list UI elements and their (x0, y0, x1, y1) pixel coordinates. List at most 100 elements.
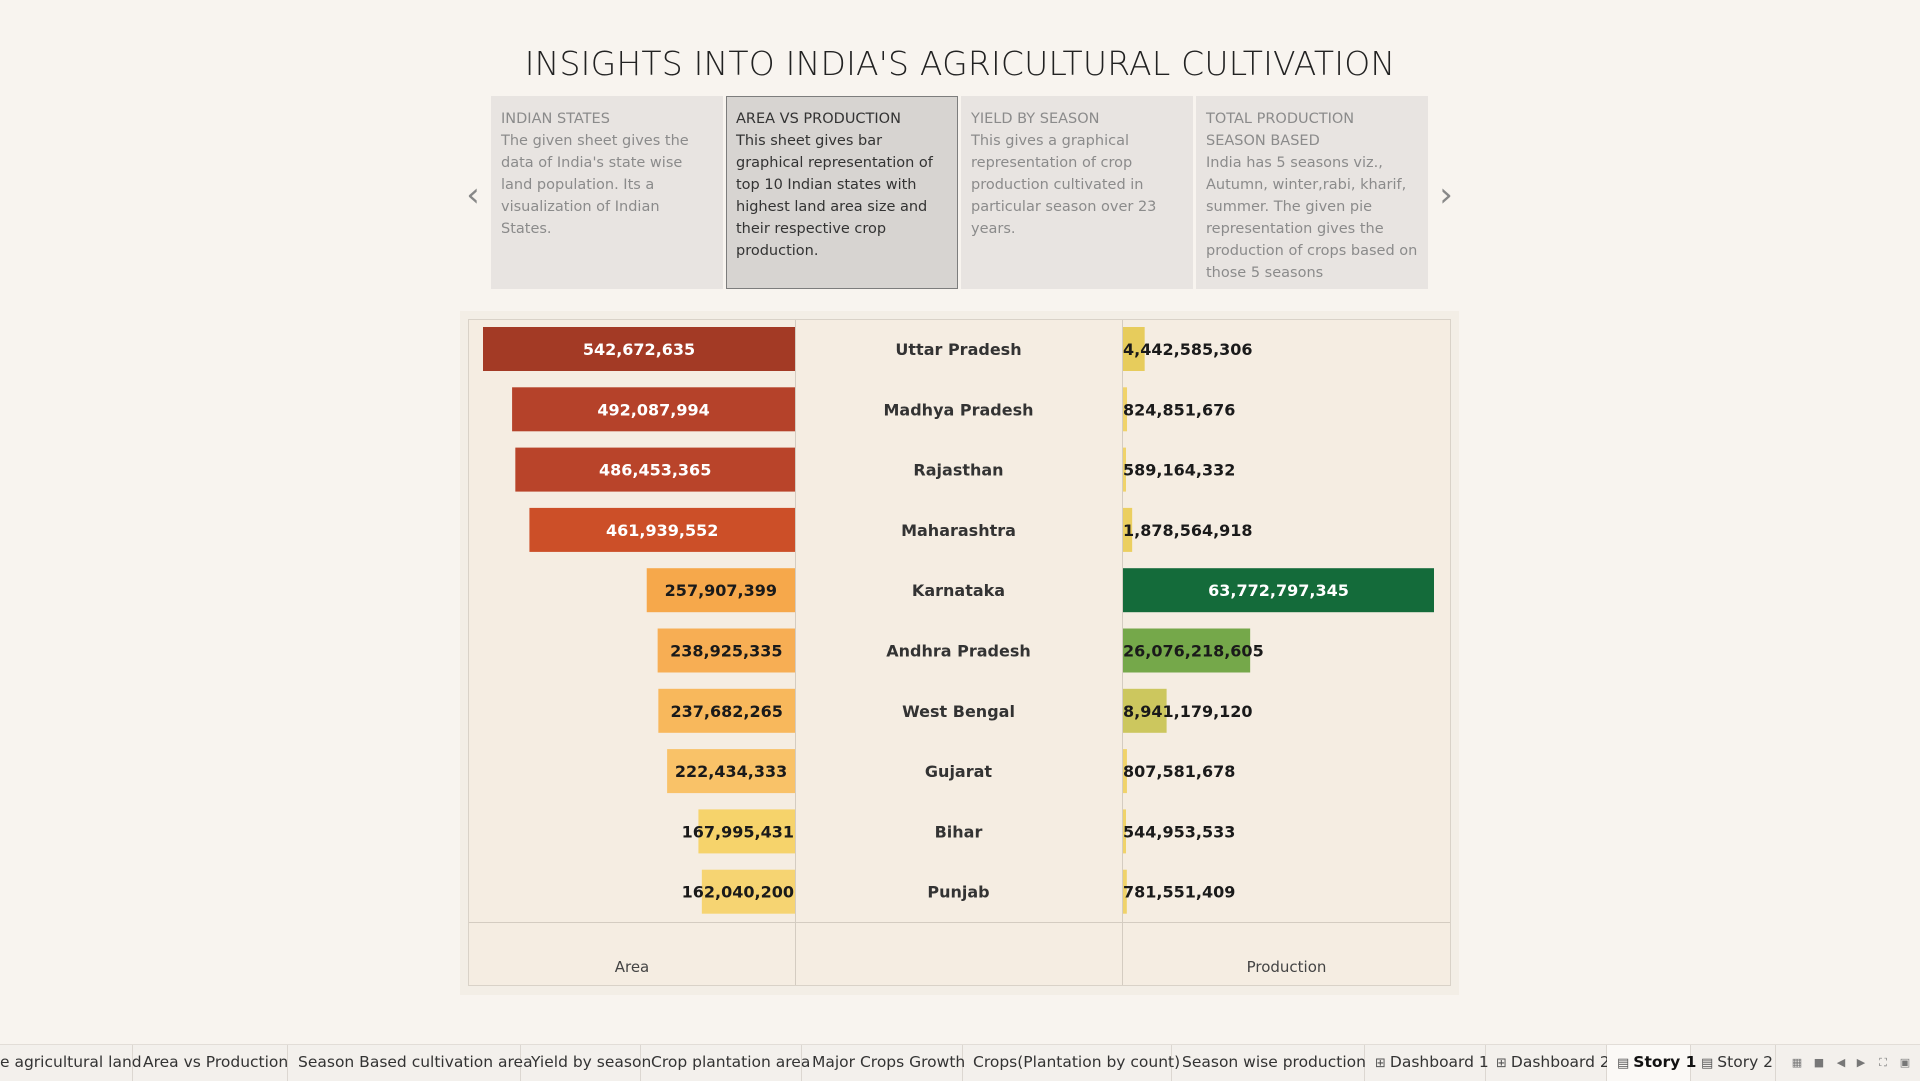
tab-season-wise-production[interactable]: Season wise production (1172, 1045, 1366, 1081)
production-bar[interactable] (1123, 749, 1127, 794)
story-point-total-production-season[interactable]: TOTAL PRODUCTION SEASON BASED India has … (1196, 96, 1428, 289)
state-label: Gujarat (925, 762, 992, 781)
area-bar[interactable] (658, 688, 795, 733)
production-bar[interactable] (1123, 447, 1126, 492)
area-bar[interactable] (483, 327, 795, 371)
area-value-label: 461,939,552 (606, 521, 718, 540)
tab-label: Story 1 (1633, 1053, 1697, 1071)
production-value-label: 807,581,678 (1123, 762, 1235, 781)
tab-label: Yield by season (531, 1053, 652, 1071)
production-value-label: 63,772,797,345 (1208, 581, 1349, 600)
production-value-label: 8,941,179,120 (1123, 702, 1253, 721)
tab-label: Season wise production (1182, 1053, 1366, 1071)
production-value-label: 1,878,564,918 (1123, 521, 1253, 540)
production-bar[interactable] (1123, 387, 1128, 432)
story-title: INSIGHTS INTO INDIA'S AGRICULTURAL CULTI… (524, 44, 1396, 83)
state-label: Maharashtra (901, 521, 1016, 540)
filmstrip-icon[interactable]: ■ (1813, 1056, 1825, 1069)
presentation-icon[interactable]: ▣ (1899, 1056, 1911, 1069)
tab-yield-by-season[interactable]: Yield by season (521, 1045, 651, 1081)
state-label: Rajasthan (913, 461, 1003, 480)
area-bar[interactable] (529, 507, 795, 552)
area-bar[interactable] (646, 568, 795, 613)
tab-label: Season Based cultivation area (298, 1053, 533, 1071)
story-point-title: AREA VS PRODUCTION (736, 111, 901, 127)
area-bar[interactable] (657, 628, 795, 673)
area-bar[interactable] (667, 749, 795, 794)
tab-story-1[interactable]: ▤ Story 1 (1607, 1045, 1696, 1081)
tab-label: Story 2 (1717, 1053, 1774, 1071)
tab-season-based-cultivation-area[interactable]: Season Based cultivation area (288, 1045, 533, 1081)
story-icon: ▤ (1617, 1056, 1630, 1071)
area-bar[interactable] (515, 447, 795, 492)
tab-label: Crop plantation area (651, 1053, 811, 1071)
story-point-text: This sheet gives bar graphical represent… (736, 133, 933, 259)
tab-agricultural-land[interactable]: e agricultural land (0, 1045, 142, 1081)
area-bar[interactable] (698, 809, 795, 854)
tab-dashboard-2[interactable]: ⊞ Dashboard 2 (1486, 1045, 1610, 1081)
area-bar[interactable] (512, 387, 795, 432)
area-value-label: 167,995,431 (682, 822, 794, 841)
area-axis-title: Area (614, 958, 650, 976)
state-label: Andhra Pradesh (886, 642, 1031, 661)
tab-dashboard-1[interactable]: ⊞ Dashboard 1 (1365, 1045, 1489, 1081)
production-value-label: 589,164,332 (1123, 461, 1235, 480)
area-value-label: 222,434,333 (675, 762, 787, 781)
area-production-chart: 542,672,635 Uttar Pradesh 4,442,585,306 492… (483, 327, 1434, 914)
area-value-label: 237,682,265 (670, 702, 782, 721)
state-label: West Bengal (902, 702, 1015, 721)
area-value-label: 492,087,994 (597, 400, 709, 419)
area-value-label: 542,672,635 (583, 340, 695, 359)
state-label: Punjab (927, 883, 989, 902)
column-divider (795, 320, 796, 985)
production-bar[interactable] (1123, 327, 1145, 371)
story-point-text: India has 5 seasons viz., Autumn, winter… (1206, 155, 1418, 281)
production-axis-title: Production (1246, 958, 1327, 976)
production-bar[interactable] (1123, 568, 1434, 613)
tab-crops-plantation-by-count[interactable]: Crops(Plantation by count) (963, 1045, 1180, 1081)
tab-label: Area vs Production (143, 1053, 289, 1071)
column-divider (1122, 320, 1123, 985)
chevron-left-icon[interactable]: ‹ (466, 175, 480, 215)
production-value-label: 4,442,585,306 (1123, 340, 1253, 359)
production-bar[interactable] (1123, 507, 1133, 552)
state-label: Uttar Pradesh (895, 340, 1021, 359)
story-point-title: INDIAN STATES (501, 111, 610, 127)
tab-crop-plantation-area[interactable]: Crop plantation area (641, 1045, 810, 1081)
dashboard-icon: ⊞ (1496, 1056, 1507, 1071)
area-value-label: 486,453,365 (599, 461, 711, 480)
tab-major-crops-growth[interactable]: Major Crops Growth (802, 1045, 966, 1081)
production-bar[interactable] (1123, 869, 1127, 914)
next-sheet-icon[interactable]: ▶ (1856, 1056, 1866, 1069)
area-value-label: 162,040,200 (682, 883, 794, 902)
dashboard-icon: ⊞ (1375, 1056, 1386, 1071)
state-label: Karnataka (912, 581, 1005, 600)
production-value-label: 544,953,533 (1123, 822, 1235, 841)
production-bar[interactable] (1123, 628, 1251, 673)
sheet-sorter-icon[interactable]: ▦ (1791, 1056, 1803, 1069)
tab-story-2[interactable]: ▤ Story 2 (1691, 1045, 1776, 1081)
production-value-label: 26,076,218,605 (1123, 642, 1264, 661)
area-value-label: 238,925,335 (670, 642, 782, 661)
production-bar[interactable] (1123, 809, 1126, 854)
area-bar[interactable] (701, 869, 795, 914)
tab-label: Major Crops Growth (812, 1053, 966, 1071)
fullscreen-icon[interactable]: ⛶ (1879, 1056, 1887, 1069)
story-point-yield-by-season[interactable]: YIELD BY SEASON This gives a graphical r… (961, 96, 1193, 289)
tab-label: Crops(Plantation by count) (973, 1053, 1181, 1071)
chevron-right-icon[interactable]: › (1439, 175, 1453, 215)
tab-label: Dashboard 1 (1389, 1053, 1489, 1071)
story-point-indian-states[interactable]: INDIAN STATES The given sheet gives the … (491, 96, 723, 289)
tab-area-vs-production[interactable]: Area vs Production (133, 1045, 288, 1081)
tab-label: Dashboard 2 (1510, 1053, 1610, 1071)
prev-sheet-icon[interactable]: ◀ (1836, 1056, 1846, 1069)
tab-label: e agricultural land (0, 1053, 142, 1071)
story-point-title: TOTAL PRODUCTION SEASON BASED (1206, 111, 1355, 149)
production-value-label: 781,551,409 (1123, 883, 1235, 902)
story-point-area-vs-production[interactable]: AREA VS PRODUCTION This sheet gives bar … (726, 96, 958, 289)
story-icon: ▤ (1701, 1056, 1714, 1071)
story-point-title: YIELD BY SEASON (971, 111, 1100, 127)
production-bar[interactable] (1123, 688, 1167, 733)
state-label: Madhya Pradesh (884, 400, 1034, 419)
story-point-text: This gives a graphical representation of… (971, 133, 1157, 237)
